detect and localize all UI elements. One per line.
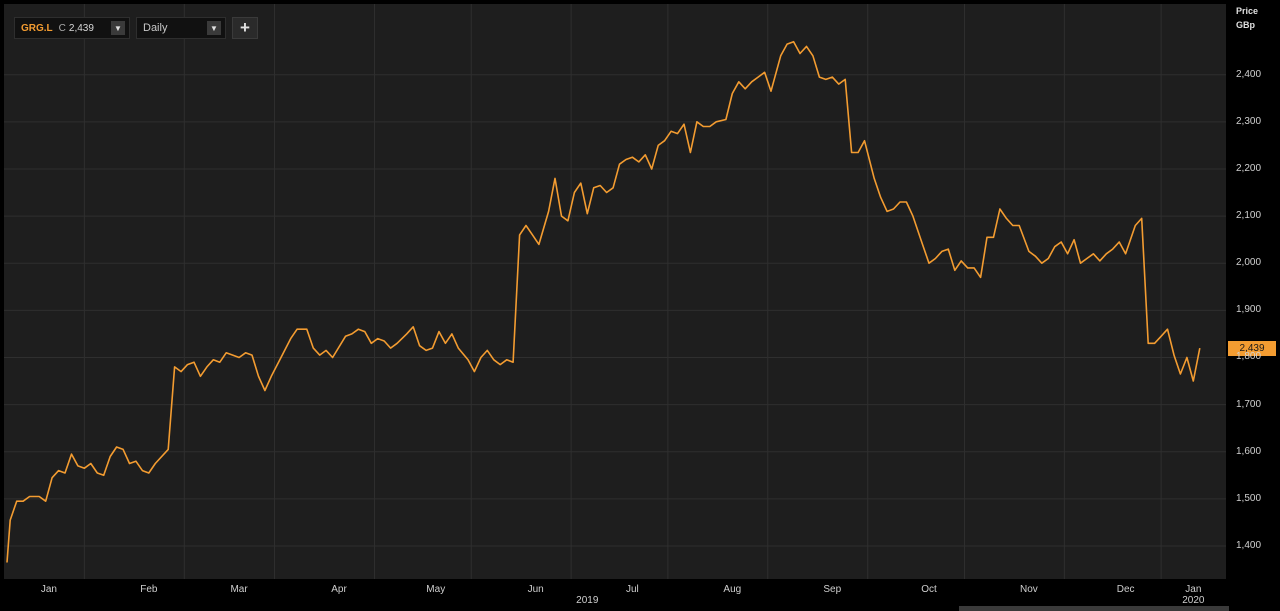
price-tick-label: 2,000	[1236, 257, 1262, 269]
close-label: C	[58, 22, 66, 34]
time-tick-label: Jun	[527, 584, 544, 595]
price-series-line	[6, 40, 1201, 563]
last-price-tag: 2,439	[1228, 341, 1276, 357]
chart-plot-area[interactable]: GRG.L C 2,439 ▼ Daily ▼ +	[4, 4, 1226, 579]
time-tick-label: Feb	[140, 584, 158, 595]
axis-title-unit: GBp	[1236, 20, 1255, 30]
time-tick-label: Jan	[40, 584, 57, 595]
add-study-button[interactable]: +	[232, 17, 258, 39]
price-axis[interactable]: Price GBp 2,439 1,400 1,500 1,600 1,700 1,80…	[1226, 4, 1280, 579]
time-tick-label: Oct	[921, 584, 937, 595]
price-tick-label: 2,300	[1236, 115, 1262, 127]
price-tick-label: 1,800	[1236, 351, 1262, 363]
time-tick-label: Nov	[1020, 584, 1038, 595]
time-tick-label: Sep	[823, 584, 842, 595]
interval-label: Daily	[143, 22, 168, 34]
year-tick-label: 2019	[576, 595, 599, 606]
interval-selector[interactable]: Daily ▼	[136, 17, 226, 39]
price-tick-label: 1,400	[1236, 540, 1262, 551]
time-tick-label: Jul	[625, 584, 639, 595]
year-tick-label: 2020	[1182, 595, 1205, 606]
time-tick-label: May	[426, 584, 446, 595]
price-tick-label: 1,600	[1236, 445, 1262, 457]
close-value: 2,439	[68, 22, 94, 34]
symbol-label: GRG.L	[21, 22, 53, 34]
price-tick-label: 2,400	[1236, 68, 1262, 80]
price-tick-label: 1,700	[1236, 398, 1262, 410]
price-tick-label: 2,200	[1236, 162, 1262, 174]
time-axis[interactable]: Jan Feb Mar Apr May Jun Jul Aug Sep Oct Nov Dec Jan 2…	[4, 579, 1229, 611]
time-tick-label: Aug	[723, 584, 742, 595]
price-tick-label: 1,900	[1236, 304, 1262, 316]
time-scrollbar[interactable]	[959, 606, 1229, 611]
time-tick-label: Dec	[1116, 584, 1135, 595]
price-chart	[4, 4, 1226, 579]
axis-title-price: Price	[1236, 6, 1259, 16]
chevron-down-icon[interactable]: ▼	[111, 21, 125, 35]
price-tick-label: 2,100	[1236, 210, 1262, 222]
chevron-down-icon[interactable]: ▼	[207, 21, 221, 35]
symbol-selector[interactable]: GRG.L C 2,439 ▼	[14, 17, 130, 39]
time-tick-label: Jan	[1185, 584, 1202, 595]
chart-toolbar: GRG.L C 2,439 ▼ Daily ▼ +	[14, 17, 258, 39]
time-tick-label: Mar	[230, 584, 248, 595]
time-tick-label: Apr	[331, 584, 347, 595]
price-tick-label: 1,500	[1236, 492, 1262, 504]
